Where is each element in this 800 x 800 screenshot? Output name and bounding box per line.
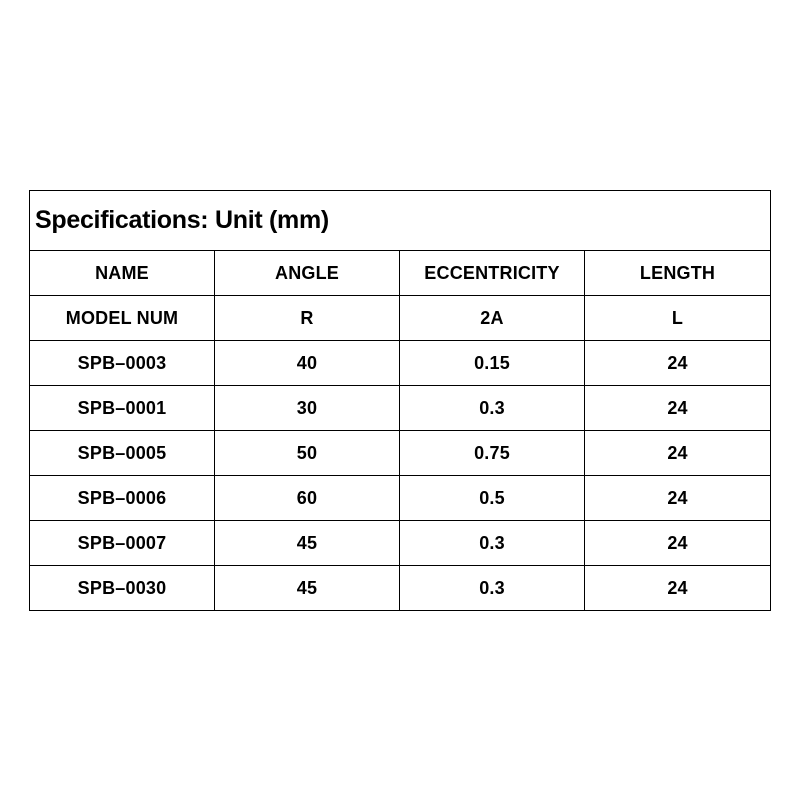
- symbol-cell-r: R: [214, 295, 400, 341]
- length-cell: 24: [583, 520, 772, 566]
- angle-cell: 40: [214, 340, 400, 386]
- table-row: SPB–0007 45 0.3 24: [29, 520, 772, 566]
- eccentricity-cell: 0.75: [399, 430, 585, 476]
- symbol-cell-l: L: [583, 295, 772, 341]
- header-cell-eccentricity: ECCENTRICITY: [399, 250, 585, 296]
- title-row: Specifications: Unit (mm): [28, 190, 772, 251]
- table-row: SPB–0003 40 0.15 24: [29, 340, 772, 386]
- angle-cell: 30: [214, 385, 400, 431]
- header-cell-angle: ANGLE: [214, 250, 400, 296]
- symbol-cell-model-num: MODEL NUM: [29, 295, 215, 341]
- length-cell: 24: [583, 475, 772, 521]
- header-cell-name: NAME: [29, 250, 215, 296]
- eccentricity-cell: 0.3: [399, 520, 585, 566]
- table-row: SPB–0006 60 0.5 24: [29, 475, 772, 521]
- length-cell: 24: [583, 340, 772, 386]
- header-row: NAME ANGLE ECCENTRICITY LENGTH: [29, 250, 772, 296]
- angle-cell: 45: [214, 565, 400, 611]
- eccentricity-cell: 0.5: [399, 475, 585, 521]
- specifications-table: Specifications: Unit (mm) NAME ANGLE ECC…: [28, 190, 772, 611]
- model-cell: SPB–0006: [29, 475, 215, 521]
- length-cell: 24: [583, 430, 772, 476]
- angle-cell: 60: [214, 475, 400, 521]
- length-cell: 24: [583, 385, 772, 431]
- length-cell: 24: [583, 565, 772, 611]
- symbol-row: MODEL NUM R 2A L: [29, 295, 772, 341]
- header-cell-length: LENGTH: [583, 250, 772, 296]
- model-cell: SPB–0030: [29, 565, 215, 611]
- angle-cell: 50: [214, 430, 400, 476]
- model-cell: SPB–0005: [29, 430, 215, 476]
- eccentricity-cell: 0.3: [399, 385, 585, 431]
- table-row: SPB–0030 45 0.3 24: [29, 565, 772, 611]
- eccentricity-cell: 0.15: [399, 340, 585, 386]
- table-title: Specifications: Unit (mm): [28, 190, 772, 251]
- table-row: SPB–0001 30 0.3 24: [29, 385, 772, 431]
- model-cell: SPB–0001: [29, 385, 215, 431]
- symbol-cell-2a: 2A: [399, 295, 585, 341]
- angle-cell: 45: [214, 520, 400, 566]
- table-row: SPB–0005 50 0.75 24: [29, 430, 772, 476]
- model-cell: SPB–0007: [29, 520, 215, 566]
- eccentricity-cell: 0.3: [399, 565, 585, 611]
- model-cell: SPB–0003: [29, 340, 215, 386]
